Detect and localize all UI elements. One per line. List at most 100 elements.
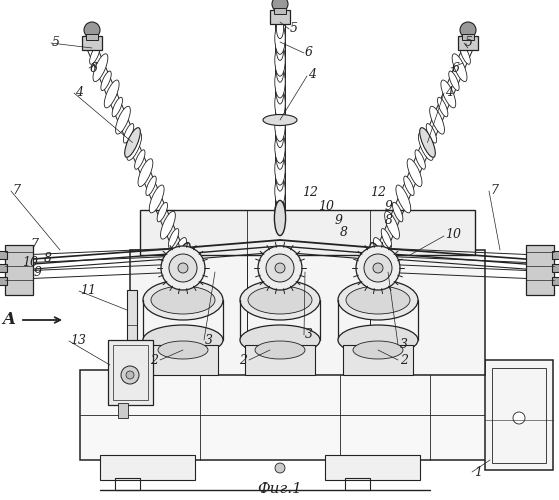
Bar [80,370,495,460]
Ellipse shape [276,60,283,82]
Text: Фиг.1: Фиг.1 [258,482,302,496]
Text: 9: 9 [34,266,42,278]
Bar [82,36,102,50]
Ellipse shape [275,22,285,54]
Ellipse shape [275,131,285,163]
Ellipse shape [138,159,153,186]
Bar [5,245,33,295]
Text: 8: 8 [385,214,393,226]
Ellipse shape [338,280,418,320]
Ellipse shape [276,147,283,170]
Ellipse shape [392,202,403,222]
Ellipse shape [112,98,122,117]
Circle shape [84,22,100,38]
Ellipse shape [248,286,312,314]
Ellipse shape [125,128,140,158]
Bar [113,345,148,400]
Text: 5: 5 [465,36,473,49]
Text: 3: 3 [305,328,313,342]
Ellipse shape [430,106,444,134]
Bar [148,345,218,375]
Bar [552,277,559,285]
Text: 4: 4 [75,86,83,98]
Ellipse shape [149,185,164,213]
Ellipse shape [146,176,157,196]
Ellipse shape [276,16,283,38]
Bar [345,478,370,490]
Ellipse shape [415,150,425,170]
Ellipse shape [255,341,305,359]
Text: 2: 2 [239,354,247,366]
Text: 9: 9 [335,214,343,226]
Ellipse shape [460,45,470,64]
Ellipse shape [151,286,215,314]
Ellipse shape [438,98,448,117]
Circle shape [272,0,288,12]
Circle shape [121,366,139,384]
Circle shape [266,254,294,282]
Ellipse shape [124,124,134,143]
Ellipse shape [276,168,283,191]
Text: A: A [2,312,15,328]
Text: 6: 6 [90,62,98,74]
Ellipse shape [101,71,111,90]
Ellipse shape [143,280,223,320]
Ellipse shape [275,196,285,228]
Ellipse shape [274,200,286,235]
Bar [270,10,290,24]
Text: 3: 3 [400,338,408,351]
Text: 7: 7 [490,184,498,196]
Text: 7: 7 [12,184,20,196]
Ellipse shape [157,202,168,222]
Ellipse shape [276,190,283,213]
Ellipse shape [452,54,467,82]
Ellipse shape [275,110,285,142]
Bar [274,8,286,14]
Text: 7: 7 [30,238,38,252]
Text: 4: 4 [445,86,453,98]
Ellipse shape [275,44,285,76]
Bar [0,264,7,272]
Ellipse shape [276,38,283,60]
Text: 8: 8 [340,226,348,238]
Ellipse shape [240,280,320,320]
Text: 11: 11 [80,284,96,296]
Circle shape [126,371,134,379]
Ellipse shape [276,125,283,148]
Text: 13: 13 [70,334,86,346]
Circle shape [258,246,302,290]
Ellipse shape [427,124,437,143]
Ellipse shape [276,104,283,126]
Ellipse shape [338,325,418,355]
Text: 9: 9 [385,200,393,213]
Circle shape [275,463,285,473]
Text: 6: 6 [305,46,313,59]
Bar [100,455,195,480]
Text: 2: 2 [150,354,158,366]
Circle shape [356,246,400,290]
Bar [86,34,98,40]
Text: 10: 10 [445,228,461,241]
Text: 12: 12 [302,186,318,200]
Ellipse shape [373,238,389,266]
Ellipse shape [174,242,190,274]
Ellipse shape [441,80,456,108]
Bar [492,368,546,463]
Bar [140,210,475,255]
Circle shape [513,412,525,424]
Text: 8: 8 [44,252,52,264]
Bar [552,264,559,272]
Ellipse shape [135,150,145,170]
Ellipse shape [240,325,320,355]
Text: 10: 10 [318,200,334,213]
Bar [526,245,554,295]
Text: 3: 3 [205,334,213,346]
Circle shape [460,22,476,38]
Text: 1: 1 [474,466,482,478]
Ellipse shape [418,132,433,160]
Circle shape [178,263,188,273]
Text: 5: 5 [52,36,60,49]
Circle shape [169,254,197,282]
Ellipse shape [116,106,130,134]
Bar [343,345,413,375]
